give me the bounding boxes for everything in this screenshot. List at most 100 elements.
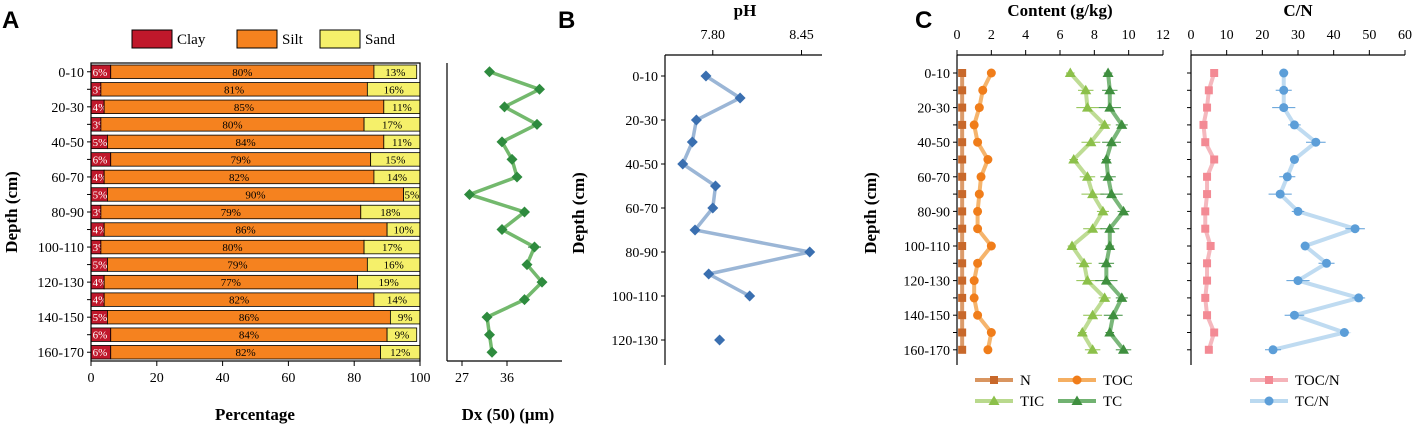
dx-point xyxy=(511,171,523,183)
x-tick-label: 20 xyxy=(150,371,164,386)
ph-point xyxy=(689,224,701,236)
tocn-point xyxy=(1203,103,1212,112)
tocn-point xyxy=(1203,276,1212,285)
bar-label-clay-130-140: 4% xyxy=(93,295,108,307)
dx-point xyxy=(521,259,533,271)
cn-x-tick-label: 60 xyxy=(1398,28,1412,43)
tic-point xyxy=(1087,188,1099,199)
dx-point xyxy=(534,83,545,95)
cn-x-tick-label: 20 xyxy=(1255,28,1269,43)
dx-point xyxy=(531,118,543,130)
ph-title: pH xyxy=(734,1,757,20)
n-point xyxy=(958,293,967,302)
tocn-point xyxy=(1199,120,1208,129)
ph-point xyxy=(710,180,722,192)
ph-y-tick-label: 100-110 xyxy=(612,290,658,305)
tc-point xyxy=(1104,240,1116,250)
bar-label-sand-90-100: 10% xyxy=(393,225,413,237)
toc-point xyxy=(983,345,993,355)
tic-point xyxy=(1064,67,1076,77)
tocn-point xyxy=(1203,259,1212,268)
bar-label-sand-10-20: 16% xyxy=(384,84,404,96)
toc-point xyxy=(983,155,993,164)
tcn-point xyxy=(1322,258,1332,268)
tic-point xyxy=(1081,171,1093,181)
cn-x-tick-label: 30 xyxy=(1291,28,1305,43)
n-point xyxy=(958,103,967,112)
tc-point xyxy=(1106,136,1117,147)
tic-point xyxy=(1099,292,1111,302)
toc-point xyxy=(973,224,983,234)
content-x-tick-label: 2 xyxy=(988,28,995,43)
tcn-point xyxy=(1282,172,1292,182)
dx-point xyxy=(519,294,530,306)
cn-x-tick-label: 10 xyxy=(1220,28,1234,43)
tocn-point xyxy=(1204,86,1213,95)
tic-point xyxy=(1068,154,1080,164)
content-y-tick-label: 120-130 xyxy=(903,275,950,290)
toc-point xyxy=(973,206,983,216)
dx-point xyxy=(536,276,548,288)
content-x-tick-label: 4 xyxy=(1022,28,1029,43)
n-point xyxy=(958,69,967,77)
toc-point xyxy=(978,85,988,95)
bar-label-silt-60-70: 82% xyxy=(229,172,249,184)
ph-chart: pH 7.80 8.45 0-10 20-30 40-50 60-70 80-90 100-11… xyxy=(569,1,822,365)
legend-label-silt: Silt xyxy=(282,32,304,48)
cn-title: C/N xyxy=(1283,1,1313,20)
content-y-tick-label: 160-170 xyxy=(903,344,950,359)
bar-label-sand-70-80: 5% xyxy=(404,189,419,201)
tc-point xyxy=(1100,154,1112,164)
n-legend-marker xyxy=(990,376,998,384)
tc-point xyxy=(1102,171,1114,181)
tc-legend-label: TC xyxy=(1103,394,1122,410)
tc-legend-marker xyxy=(1071,395,1083,405)
tcn-point xyxy=(1300,241,1310,251)
tcn-point xyxy=(1275,189,1285,199)
n-point xyxy=(958,207,967,216)
toc-point xyxy=(969,293,979,303)
toc-point xyxy=(974,103,984,113)
y-tick-label: 120-130 xyxy=(37,276,84,291)
cn-x-tick-label: 50 xyxy=(1362,28,1376,43)
bar-label-sand-50-60: 15% xyxy=(385,154,405,166)
tcn-point xyxy=(1293,206,1303,216)
tocn-point xyxy=(1201,293,1210,302)
bar-label-silt-130-140: 82% xyxy=(229,295,249,307)
tc-point xyxy=(1104,84,1116,95)
tic-point xyxy=(1080,84,1092,95)
ph-point xyxy=(677,158,689,170)
dx-point xyxy=(499,101,510,113)
y-tick-label: 100-110 xyxy=(38,241,84,256)
dx-point xyxy=(519,206,530,218)
content-y-tick-label: 20-30 xyxy=(917,102,950,117)
tocn-point xyxy=(1203,190,1212,199)
bar-label-sand-60-70: 14% xyxy=(387,172,407,184)
tcn-line xyxy=(1272,73,1367,352)
n-point xyxy=(958,190,967,199)
bar-label-silt-20-30: 85% xyxy=(234,102,254,114)
n-point xyxy=(958,259,967,268)
tocn-legend-marker xyxy=(1265,376,1273,384)
ph-y-axis-label: Depth (cm) xyxy=(569,172,588,254)
tcn-point xyxy=(1289,155,1299,164)
ph-point xyxy=(714,334,726,346)
ph-y-tick-label: 40-50 xyxy=(625,158,658,173)
bar-label-sand-160-170: 12% xyxy=(390,347,410,359)
tc-point xyxy=(1102,67,1114,77)
content-y-axis-label: Depth (cm) xyxy=(861,172,880,254)
tocn-point xyxy=(1201,207,1210,216)
toc-point xyxy=(973,310,983,320)
bar-label-sand-110-120: 16% xyxy=(384,260,404,272)
tc-point xyxy=(1104,223,1116,233)
content-y-tick-label: 100-110 xyxy=(904,240,950,255)
bar-label-silt-150-160: 84% xyxy=(239,330,259,342)
tic-point xyxy=(1087,223,1099,233)
dx-chart: 27 36 Dx (50) (μm) xyxy=(446,63,562,424)
panel-label-b: B xyxy=(558,7,575,34)
tc-point xyxy=(1107,309,1119,320)
bar-label-clay-20-30: 4% xyxy=(93,102,108,114)
ph-y-tick-label: 0-10 xyxy=(632,70,658,85)
y-tick-label: 60-70 xyxy=(51,171,84,186)
bar-label-silt-100-110: 80% xyxy=(222,242,242,254)
